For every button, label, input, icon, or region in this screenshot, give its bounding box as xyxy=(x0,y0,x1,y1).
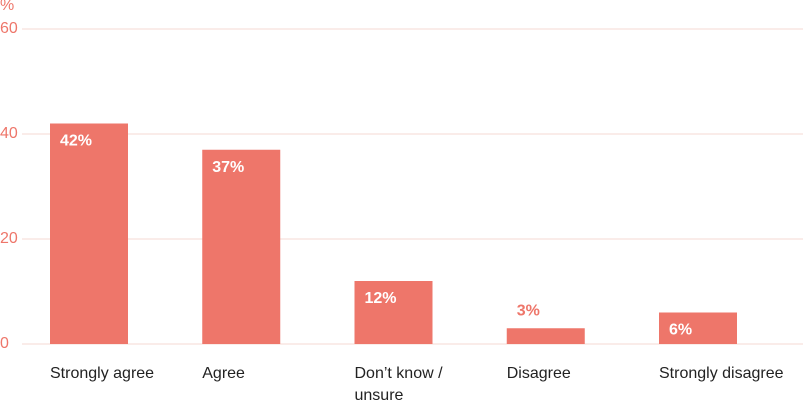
value-label: 3% xyxy=(517,302,540,319)
y-tick-label: 0 xyxy=(0,335,9,352)
bar xyxy=(659,312,737,344)
value-label: 42% xyxy=(60,133,92,150)
value-label: 37% xyxy=(212,159,244,176)
y-tick-label: 40 xyxy=(0,125,18,142)
x-tick-label: Don’t know / unsure xyxy=(354,365,443,402)
y-tick-label: 60 xyxy=(0,20,18,37)
x-tick-label: Strongly disagree xyxy=(659,365,784,382)
value-label: 12% xyxy=(365,290,397,307)
y-unit: % xyxy=(0,0,14,14)
bar xyxy=(202,149,281,344)
x-tick-label: Strongly agree xyxy=(50,365,155,382)
y-tick-label: 20 xyxy=(0,230,18,247)
x-tick-label: Agree xyxy=(202,365,245,382)
bar xyxy=(50,123,128,344)
bar xyxy=(506,328,585,344)
x-tick-label: Disagree xyxy=(506,365,571,382)
bar xyxy=(354,281,433,344)
value-label: 6% xyxy=(669,322,692,339)
